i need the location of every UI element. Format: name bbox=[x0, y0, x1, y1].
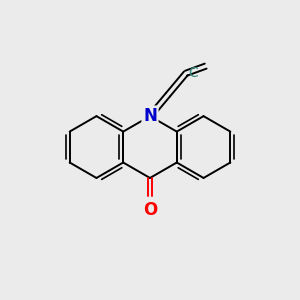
Text: N: N bbox=[143, 107, 157, 125]
Text: O: O bbox=[143, 201, 157, 219]
Text: C: C bbox=[188, 66, 198, 80]
